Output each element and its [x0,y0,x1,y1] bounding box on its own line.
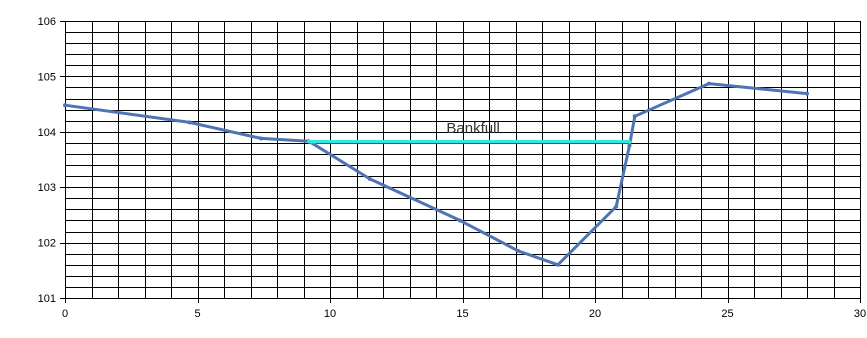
x-tick-label: 0 [62,308,68,320]
x-tick-label: 10 [324,308,336,320]
profile-point [516,248,521,253]
profile-point [632,114,637,119]
profile-point [805,91,809,96]
y-tick-label: 104 [38,127,56,139]
profile-point [367,176,372,181]
y-tick-label: 106 [38,16,56,28]
profile-point [706,81,711,86]
y-tick-label: 103 [38,182,56,194]
x-tick-label: 5 [194,308,200,320]
x-tick-label: 15 [456,308,468,320]
series-layer [63,81,809,267]
x-tick-label: 20 [589,308,601,320]
y-tick-label: 105 [38,71,56,83]
profile-point [187,120,192,125]
profile-point [555,262,560,267]
profile-point [259,136,264,141]
x-tick-label: 25 [721,308,733,320]
y-tick-label: 101 [38,293,56,305]
annotations: Bankfull [446,120,499,137]
bankfull-label: Bankfull [446,120,499,137]
axes [60,21,861,303]
profile-point [63,103,67,108]
profile-point [457,218,462,223]
profile-point [614,204,619,209]
profile-point [627,143,632,148]
y-tick-label: 102 [38,238,56,250]
x-tick-label: 30 [854,308,866,320]
tick-labels: 0 5 10 15 20 25 30 101 102 103 104 105 106 [38,16,866,320]
